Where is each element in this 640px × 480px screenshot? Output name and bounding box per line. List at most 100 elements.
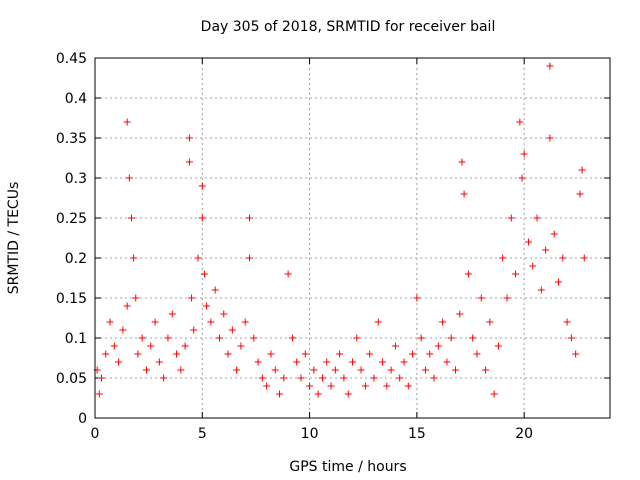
y-tick-label: 0.35 (56, 131, 87, 147)
data-point (310, 366, 318, 374)
data-point (276, 390, 284, 398)
data-point (237, 342, 245, 350)
data-point (181, 342, 189, 350)
data-point (421, 366, 429, 374)
data-point (198, 214, 206, 222)
data-point (447, 334, 455, 342)
chart-title: Day 305 of 2018, SRMTID for receiver bai… (201, 19, 496, 35)
data-point (288, 334, 296, 342)
data-point (134, 350, 142, 358)
data-point (188, 294, 196, 302)
data-point (336, 350, 344, 358)
data-point (160, 374, 168, 382)
data-point (220, 310, 228, 318)
data-point (168, 310, 176, 318)
data-point (267, 350, 275, 358)
data-point (469, 334, 477, 342)
data-point (387, 366, 395, 374)
data-point (567, 334, 575, 342)
data-point (233, 366, 241, 374)
data-point (327, 382, 335, 390)
data-point (366, 350, 374, 358)
data-point (123, 118, 131, 126)
data-point (207, 318, 215, 326)
data-point (254, 358, 262, 366)
data-point (542, 246, 550, 254)
data-point (200, 270, 208, 278)
y-tick-label: 0.3 (65, 171, 87, 187)
data-point (185, 134, 193, 142)
data-point (132, 294, 140, 302)
data-point (138, 334, 146, 342)
data-point (125, 174, 133, 182)
data-point (177, 366, 185, 374)
data-point (331, 366, 339, 374)
data-point (430, 374, 438, 382)
data-point (409, 350, 417, 358)
data-point (250, 334, 258, 342)
data-point (533, 214, 541, 222)
data-point (164, 334, 172, 342)
data-point (499, 254, 507, 262)
data-point (127, 214, 135, 222)
y-tick-label: 0.25 (56, 211, 87, 227)
data-point (151, 318, 159, 326)
x-tick-label: 15 (408, 426, 426, 442)
data-point (284, 270, 292, 278)
data-point (518, 174, 526, 182)
data-point (578, 166, 586, 174)
data-point (361, 382, 369, 390)
data-point (119, 326, 127, 334)
data-point (473, 350, 481, 358)
data-point (246, 254, 253, 262)
data-point (559, 254, 567, 262)
data-point (280, 374, 288, 382)
data-point (458, 158, 466, 166)
data-point (258, 374, 266, 382)
data-point (102, 350, 110, 358)
point-layer (93, 62, 588, 398)
data-point (391, 342, 399, 350)
data-point (520, 150, 528, 158)
data-point (404, 382, 412, 390)
data-point (490, 390, 498, 398)
data-point (413, 294, 421, 302)
data-point (452, 366, 459, 374)
data-point (572, 350, 580, 358)
data-point (185, 158, 193, 166)
data-point (203, 302, 211, 310)
data-point (271, 366, 279, 374)
data-point (507, 214, 515, 222)
data-point (211, 286, 219, 294)
data-point (318, 374, 326, 382)
data-point (224, 350, 232, 358)
data-point (297, 374, 305, 382)
data-point (477, 294, 485, 302)
data-point (115, 358, 123, 366)
x-tick-label: 5 (198, 426, 207, 442)
data-point (374, 318, 382, 326)
data-point (349, 358, 356, 366)
data-point (263, 382, 271, 390)
data-point (323, 358, 331, 366)
data-point (434, 342, 442, 350)
data-point (456, 310, 464, 318)
data-point (370, 374, 378, 382)
data-point (460, 190, 468, 198)
y-tick-label: 0.45 (56, 51, 87, 67)
data-point (314, 390, 322, 398)
data-point (241, 318, 249, 326)
data-point (306, 382, 314, 390)
data-point (400, 358, 408, 366)
data-point (443, 358, 451, 366)
data-point (95, 390, 103, 398)
data-point (482, 366, 490, 374)
data-point (228, 326, 236, 334)
data-point (143, 366, 150, 374)
y-tick-label: 0.05 (56, 371, 87, 387)
x-axis-label: GPS time / hours (289, 459, 406, 475)
data-point (173, 350, 181, 358)
x-tick-label: 0 (91, 426, 100, 442)
data-point (546, 62, 554, 70)
